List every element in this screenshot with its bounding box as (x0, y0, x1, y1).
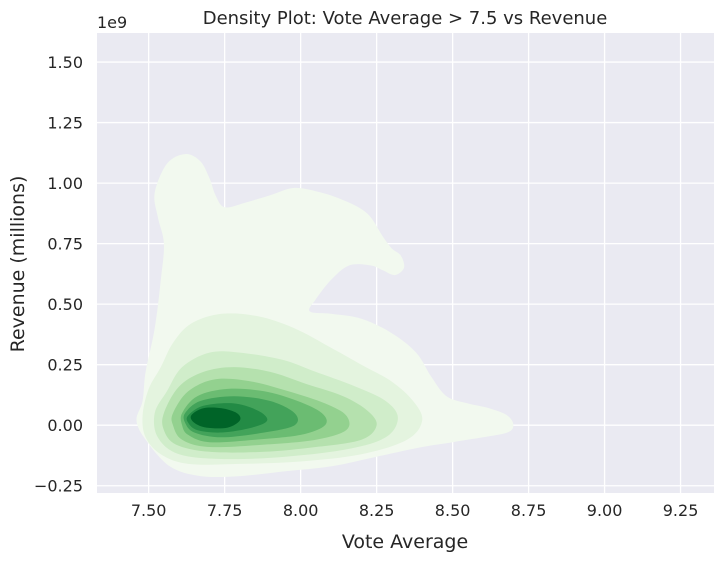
chart-title: Density Plot: Vote Average > 7.5 vs Reve… (203, 8, 608, 29)
y-axis-offset-label: 1e9 (97, 13, 127, 32)
y-tick-label: 0.00 (47, 416, 83, 435)
x-tick-label: 8.50 (435, 501, 471, 520)
x-tick-label: 7.50 (131, 501, 167, 520)
y-tick-label: 1.00 (47, 174, 83, 193)
density-level-9 (190, 407, 241, 429)
x-tick-label: 9.00 (587, 501, 623, 520)
y-tick-label: 0.50 (47, 295, 83, 314)
y-tick-label: −0.25 (34, 477, 83, 496)
y-axis-label: Revenue (millions) (7, 176, 29, 353)
x-tick-label: 9.25 (663, 501, 699, 520)
x-tick-label: 8.00 (283, 501, 319, 520)
y-tick-labels: −0.25 0.00 0.25 0.50 0.75 1.00 1.25 1.50 (34, 53, 83, 496)
x-axis-label: Vote Average (342, 531, 468, 553)
density-contours (136, 154, 514, 478)
y-tick-label: 1.50 (47, 53, 83, 72)
x-tick-label: 8.75 (511, 501, 547, 520)
y-tick-label: 1.25 (47, 114, 83, 133)
y-tick-label: 0.25 (47, 356, 83, 375)
y-tick-label: 0.75 (47, 235, 83, 254)
x-tick-labels: 7.50 7.75 8.00 8.25 8.50 8.75 9.00 9.25 (131, 501, 699, 520)
x-tick-label: 7.75 (207, 501, 243, 520)
x-tick-label: 8.25 (359, 501, 395, 520)
